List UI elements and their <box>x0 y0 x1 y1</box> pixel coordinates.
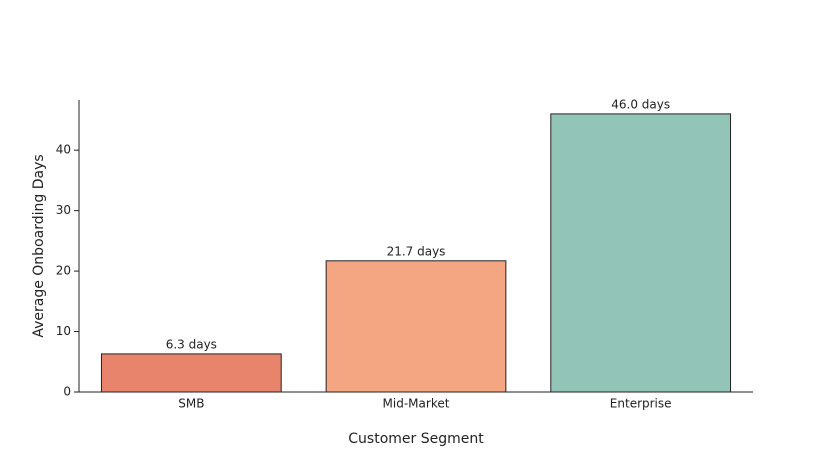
x-tick-label: Enterprise <box>610 397 672 411</box>
y-tick-label: 20 <box>56 264 71 278</box>
value-label: 21.7 days <box>387 244 446 258</box>
y-tick-label: 40 <box>56 143 71 157</box>
value-label: 46.0 days <box>611 97 670 111</box>
bar <box>325 260 507 393</box>
y-tick-label: 10 <box>56 324 71 338</box>
value-label: 6.3 days <box>166 337 217 351</box>
bar <box>100 353 282 393</box>
bar <box>550 113 732 393</box>
y-tick-label: 30 <box>56 203 71 217</box>
x-axis-title: Customer Segment <box>348 431 484 447</box>
x-tick-label: SMB <box>178 397 204 411</box>
y-tick-label: 0 <box>63 385 71 399</box>
y-axis-title: Average Onboarding Days <box>31 154 47 337</box>
x-tick-label: Mid-Market <box>383 397 450 411</box>
